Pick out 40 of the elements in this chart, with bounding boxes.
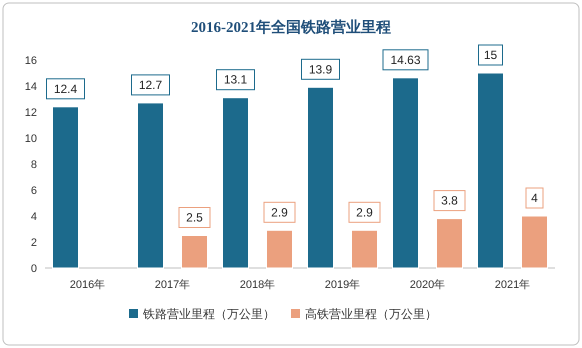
bar <box>222 97 249 268</box>
data-label: 14.63 <box>390 52 421 67</box>
bar <box>307 86 334 268</box>
legend-label: 铁路营业里程（万公里） <box>142 307 275 321</box>
chart-title: 2016-2021年全国铁路营业里程 <box>191 19 391 36</box>
x-tick-label: 2019年 <box>324 279 360 291</box>
bar <box>52 106 79 268</box>
y-tick-label: 16 <box>24 55 37 67</box>
bar <box>137 102 164 268</box>
data-label: 13.1 <box>224 72 248 87</box>
y-tick-label: 8 <box>30 159 37 171</box>
bar <box>477 72 504 268</box>
data-label: 2.9 <box>271 205 288 220</box>
x-tick-label: 2020年 <box>410 279 446 291</box>
bar <box>181 235 208 268</box>
x-tick-label: 2017年 <box>154 279 190 291</box>
bar <box>266 230 293 268</box>
data-label: 4 <box>531 191 538 205</box>
data-label: 2.5 <box>186 210 204 224</box>
bar <box>351 230 378 268</box>
y-tick-label: 12 <box>24 107 37 119</box>
data-label: 12.7 <box>138 78 162 92</box>
legend-label: 高铁营业里程（万公里） <box>305 307 437 321</box>
bar <box>436 218 463 268</box>
x-tick-label: 2016年 <box>70 279 106 291</box>
x-tick-label: 2018年 <box>240 279 276 291</box>
data-label: 2.9 <box>356 205 374 220</box>
y-tick-label: 2 <box>30 237 37 249</box>
y-tick-label: 10 <box>24 133 37 145</box>
bar <box>521 216 548 268</box>
data-label: 12.4 <box>54 82 78 96</box>
y-tick-label: 6 <box>30 185 37 197</box>
x-tick-label: 2021年 <box>494 279 530 291</box>
data-label: 3.8 <box>441 194 458 208</box>
data-label: 15 <box>484 48 498 62</box>
y-tick-label: 0 <box>30 263 37 275</box>
data-label: 13.9 <box>308 62 332 76</box>
y-tick-label: 4 <box>30 211 37 223</box>
y-tick-label: 14 <box>24 81 37 93</box>
bar <box>392 77 419 268</box>
